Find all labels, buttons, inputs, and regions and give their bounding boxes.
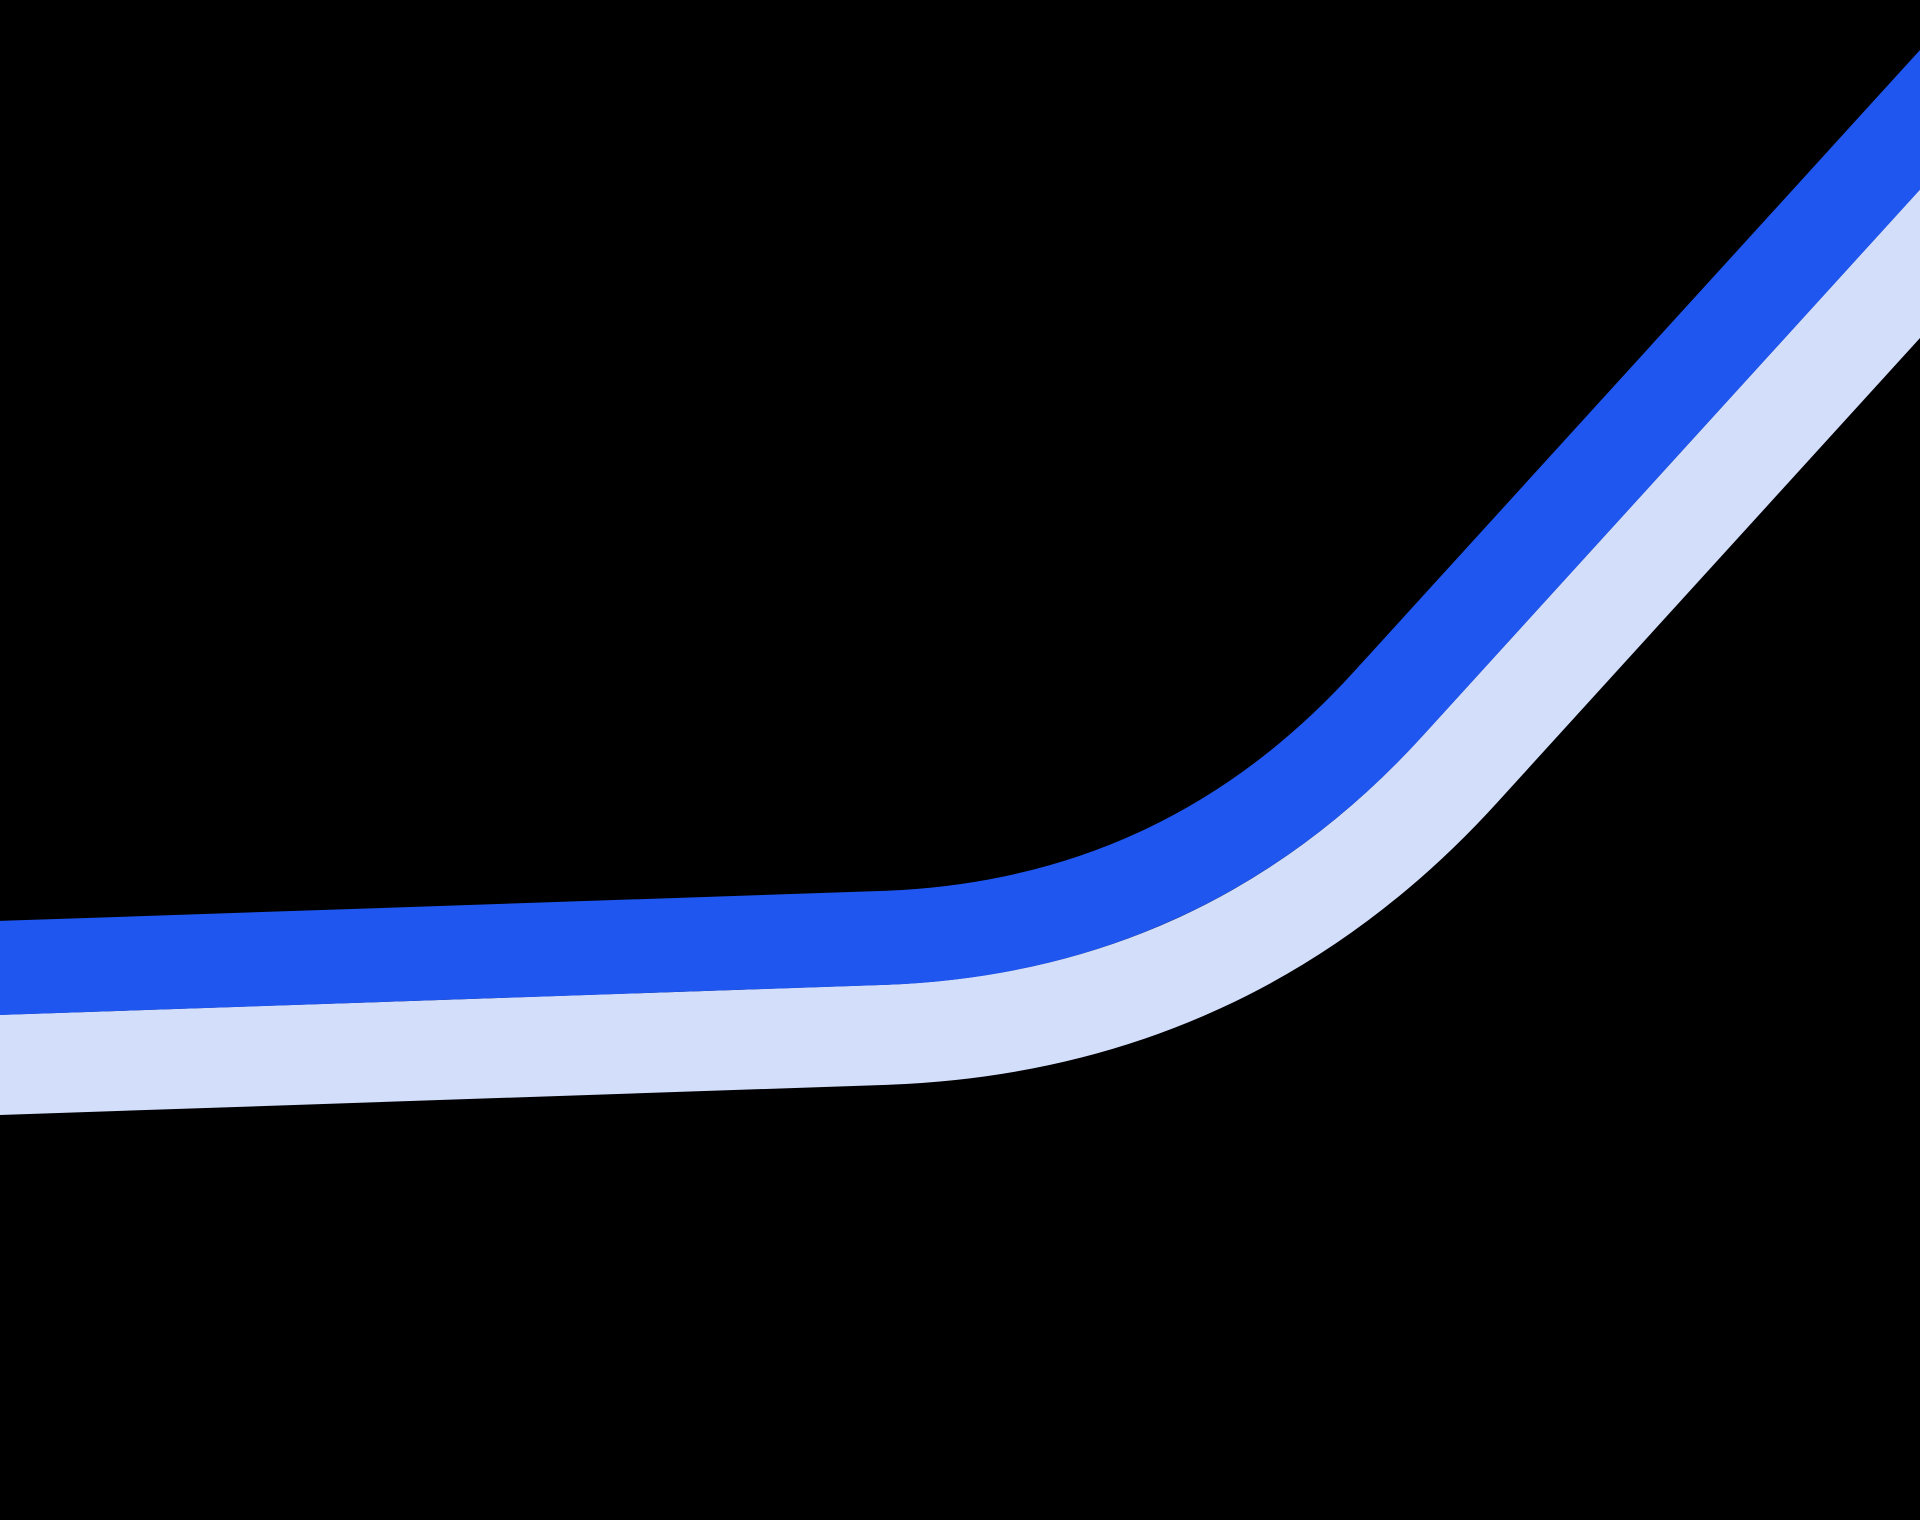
- trend-line-secondary-band: [0, 189, 1920, 1115]
- trend-line-primary: [0, 49, 1920, 1015]
